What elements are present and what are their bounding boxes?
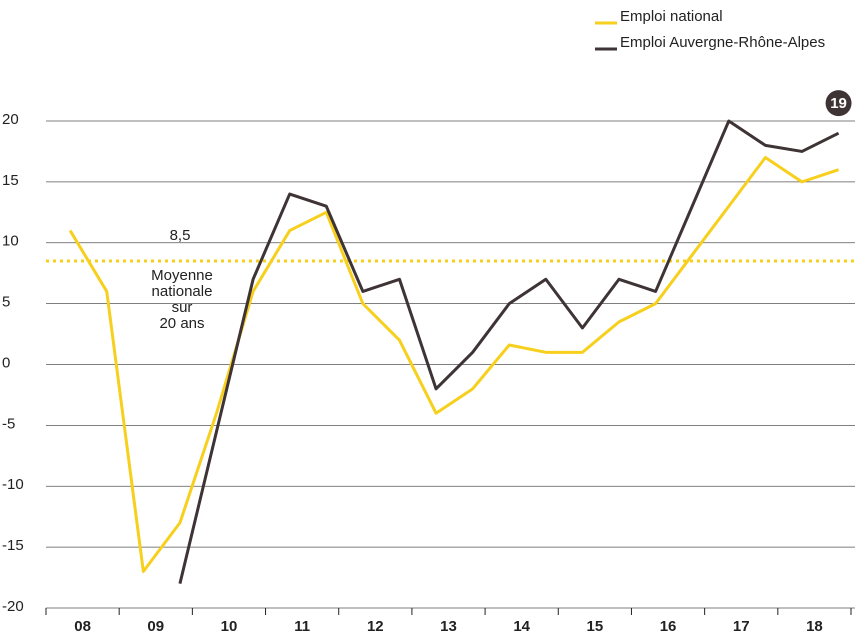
y-tick-label: 0 [2,354,10,371]
value-label-badge [825,90,852,117]
y-tick-label: 10 [2,233,19,250]
reference-note: sur [172,299,193,316]
x-tick-label: 18 [806,618,823,635]
y-tick-label: -15 [2,537,24,554]
legend-label: Emploi Auvergne-Rhône-Alpes [620,34,825,51]
y-tick-label: 15 [2,172,19,189]
y-tick-label: 20 [2,111,19,128]
series-line [68,156,840,573]
x-tick-label: 13 [440,618,457,635]
reference-label: 8,5 [170,227,191,244]
y-tick-label: -5 [2,415,15,432]
x-tick-label: 12 [367,618,384,635]
y-tick-label: -10 [2,476,24,493]
legend-label: Emploi national [620,8,723,25]
x-tick-label: 14 [513,618,530,635]
x-tick-label: 08 [74,618,91,635]
series-line [178,119,840,585]
y-tick-label: -20 [2,598,24,615]
value-label: 19 [830,95,847,112]
reference-note: 20 ans [159,315,204,332]
x-tick-label: 10 [221,618,238,635]
reference-note: Moyenne [151,267,213,284]
x-tick-label: 16 [660,618,677,635]
x-tick-label: 17 [733,618,750,635]
x-tick-label: 15 [587,618,604,635]
x-tick-label: 11 [294,618,310,635]
reference-note: nationale [152,283,213,300]
x-tick-label: 09 [147,618,164,635]
y-tick-label: 5 [2,294,10,311]
